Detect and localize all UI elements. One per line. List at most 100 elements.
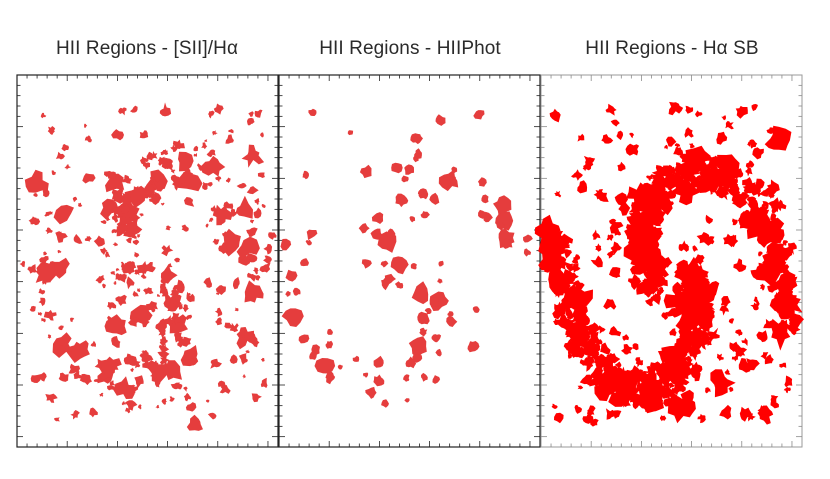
- hii-region-blob: [562, 291, 577, 307]
- hii-region-blob: [390, 256, 409, 275]
- hii-region-blob: [745, 167, 753, 177]
- hii-region-blob: [554, 301, 566, 317]
- hii-region-blob: [679, 153, 689, 163]
- hii-region-blob: [302, 170, 309, 180]
- hii-region-blob: [177, 383, 183, 390]
- hii-region-blob: [115, 273, 127, 283]
- hii-region-blob: [628, 391, 634, 397]
- hii-region-blob: [100, 247, 108, 255]
- hii-region-blob: [140, 156, 149, 165]
- panel-halpha-sb: [534, 74, 804, 448]
- hii-region-blob: [574, 404, 583, 414]
- hii-region-blob: [125, 400, 138, 411]
- hii-region-blob: [725, 121, 734, 130]
- hii-region-blob: [421, 372, 428, 382]
- hii-region-blob: [161, 398, 167, 405]
- hii-region-blob: [95, 274, 105, 284]
- hii-region-blob: [27, 264, 37, 274]
- hii-region-blob: [84, 135, 92, 143]
- hii-region-blob: [84, 123, 88, 128]
- hii-region-blob: [35, 264, 54, 283]
- hii-region-blob: [767, 186, 777, 198]
- hii-region-blob: [123, 220, 143, 238]
- hii-region-blob: [697, 413, 706, 424]
- hii-region-blob: [696, 183, 708, 193]
- hii-region-blob: [684, 127, 694, 138]
- hii-region-blob: [728, 386, 734, 392]
- hii-region-blob: [411, 281, 429, 305]
- hii-region-blob: [125, 237, 132, 244]
- hii-region-blob: [642, 233, 650, 242]
- hii-region-blob: [590, 255, 603, 268]
- hii-region-blob: [642, 242, 649, 249]
- hii-region-blob: [789, 315, 796, 322]
- hii-region-blob: [493, 195, 512, 218]
- hii-region-blob: [347, 130, 354, 136]
- hii-region-blob: [748, 196, 757, 207]
- hii-region-blob: [653, 210, 666, 226]
- hii-region-blob: [746, 358, 760, 371]
- hii-region-blob: [478, 209, 487, 219]
- hii-region-blob: [176, 302, 183, 310]
- panel-title-halpha-sb: HII Regions - Hα SB: [585, 38, 759, 59]
- hii-region-blob: [646, 239, 655, 247]
- hii-region-blob: [149, 196, 159, 205]
- hii-region-blob: [549, 108, 561, 123]
- hii-region-blob: [145, 303, 155, 311]
- hii-region-blob: [609, 219, 624, 234]
- hii-region-blob: [111, 362, 119, 371]
- hii-region-blob: [147, 184, 156, 195]
- hii-region-blob: [107, 385, 116, 391]
- hii-region-blob: [592, 343, 601, 352]
- hii-region-blob: [429, 192, 440, 205]
- hii-region-blob: [150, 151, 158, 160]
- hii-region-blob: [673, 379, 685, 392]
- hii-region-blob: [715, 189, 724, 196]
- hii-region-blob: [55, 151, 65, 160]
- hii-region-blob: [661, 311, 669, 320]
- hii-region-blob: [730, 169, 739, 179]
- hii-region-blob: [137, 404, 142, 410]
- hii-region-blob: [325, 340, 333, 349]
- hii-region-blob: [637, 182, 660, 205]
- hii-region-blob: [666, 308, 684, 318]
- hii-region-blob: [579, 374, 593, 386]
- hii-region-blob: [222, 228, 241, 257]
- hii-region-blob: [118, 383, 127, 392]
- hii-region-blob: [121, 401, 126, 406]
- hii-region-blob: [170, 289, 179, 298]
- hii-region-blob: [784, 273, 798, 289]
- panel-sii-halpha: [16, 74, 279, 448]
- hii-region-blob: [651, 216, 659, 224]
- hii-region-blob: [541, 260, 555, 273]
- hii-region-blob: [261, 204, 266, 208]
- hii-region-blob: [374, 228, 380, 235]
- hii-region-blob: [768, 197, 780, 213]
- hii-region-blob: [131, 213, 141, 224]
- hii-region-blob: [371, 212, 384, 224]
- hii-region-blob: [160, 336, 167, 345]
- hii-region-blob: [233, 276, 240, 290]
- hii-region-blob: [578, 306, 588, 317]
- hii-region-blob: [150, 371, 158, 380]
- hii-region-blob: [106, 217, 111, 222]
- hii-region-blob: [410, 263, 417, 270]
- hii-region-blob: [684, 310, 694, 323]
- hii-region-blob: [70, 410, 80, 420]
- hii-region-blob: [603, 298, 617, 310]
- hii-region-blob: [39, 256, 49, 264]
- hii-region-blob: [120, 192, 132, 204]
- hii-region-blob: [438, 260, 444, 267]
- hii-region-blob: [174, 294, 182, 304]
- hii-region-blob: [143, 287, 154, 295]
- hii-region-blob: [205, 223, 209, 228]
- hii-region-blob: [784, 289, 793, 298]
- hii-region-blob: [730, 183, 737, 194]
- hii-region-blob: [409, 216, 416, 223]
- hii-region-blob: [760, 283, 765, 291]
- hii-region-blob: [100, 198, 119, 220]
- hii-region-blob: [706, 340, 712, 346]
- hii-region-blob: [572, 280, 585, 292]
- hii-region-blob: [250, 219, 255, 224]
- hii-region-blob: [432, 375, 441, 384]
